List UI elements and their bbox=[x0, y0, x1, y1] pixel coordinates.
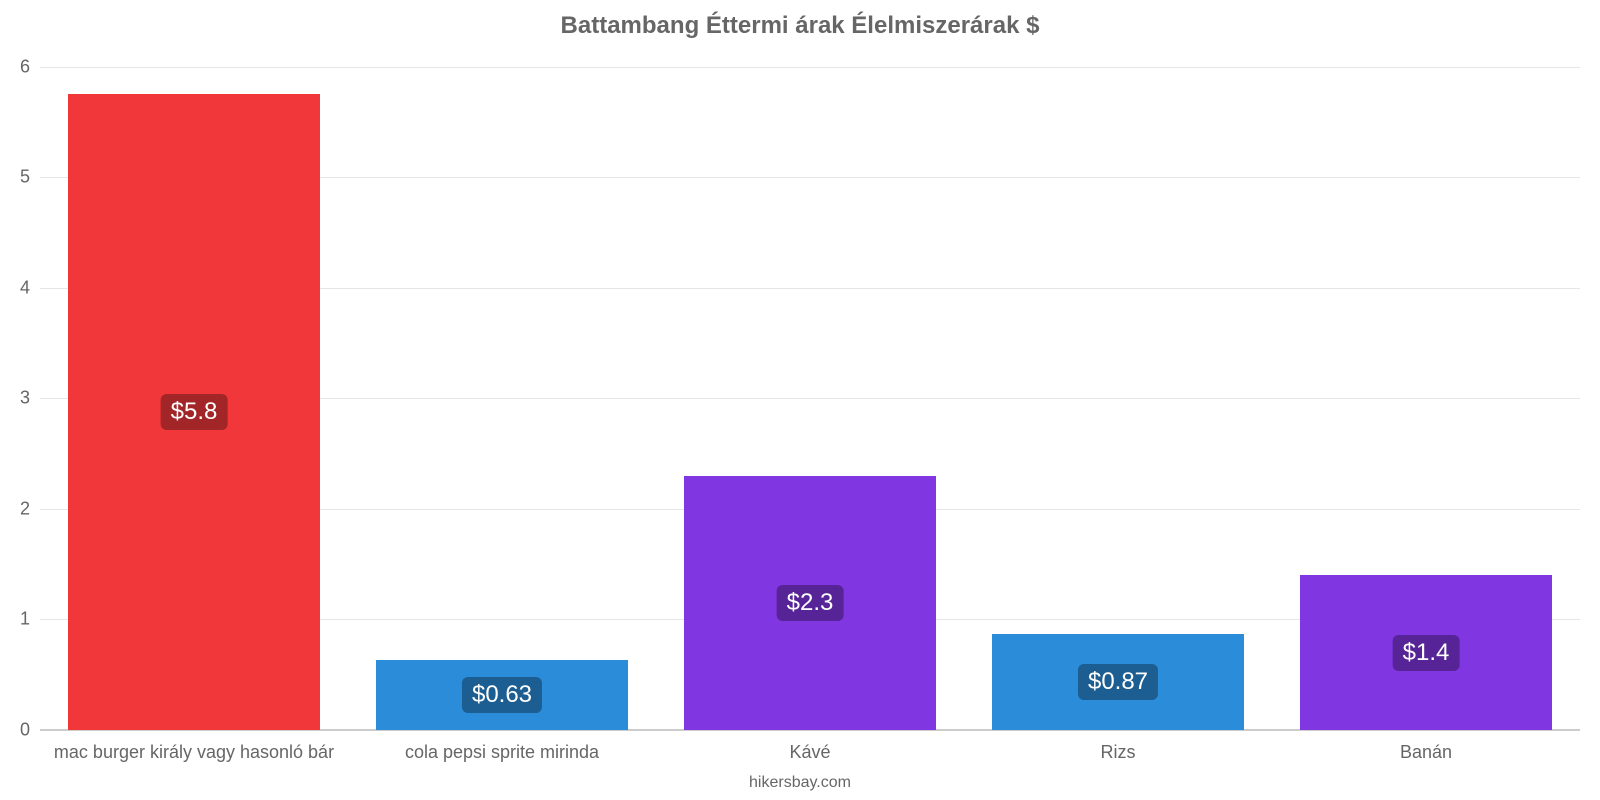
bar-value-label: $2.3 bbox=[777, 585, 844, 621]
y-tick-label: 6 bbox=[20, 56, 40, 77]
bar-value-label: $0.87 bbox=[1078, 664, 1158, 700]
x-category-label: cola pepsi sprite mirinda bbox=[405, 742, 599, 763]
y-tick-label: 5 bbox=[20, 167, 40, 188]
credit-text: hikersbay.com bbox=[0, 774, 1600, 792]
bar-value-label: $5.8 bbox=[161, 394, 228, 430]
plot-area: 0123456$5.8$0.63$2.3$0.87$1.4 bbox=[40, 50, 1580, 730]
y-tick-label: 4 bbox=[20, 277, 40, 298]
chart-title: Battambang Éttermi árak Élelmiszerárak $ bbox=[0, 12, 1600, 40]
x-category-label: Kávé bbox=[789, 742, 830, 763]
bar-value-label: $1.4 bbox=[1393, 635, 1460, 671]
y-tick-label: 1 bbox=[20, 609, 40, 630]
y-tick-label: 3 bbox=[20, 388, 40, 409]
x-category-label: Banán bbox=[1400, 742, 1452, 763]
y-tick-label: 0 bbox=[20, 720, 40, 741]
x-category-label: Rizs bbox=[1101, 742, 1136, 763]
y-tick-label: 2 bbox=[20, 498, 40, 519]
price-bar-chart: Battambang Éttermi árak Élelmiszerárak $… bbox=[0, 0, 1600, 800]
bar-value-label: $0.63 bbox=[462, 677, 542, 713]
gridline bbox=[40, 67, 1580, 68]
x-category-label: mac burger király vagy hasonló bár bbox=[54, 742, 334, 763]
